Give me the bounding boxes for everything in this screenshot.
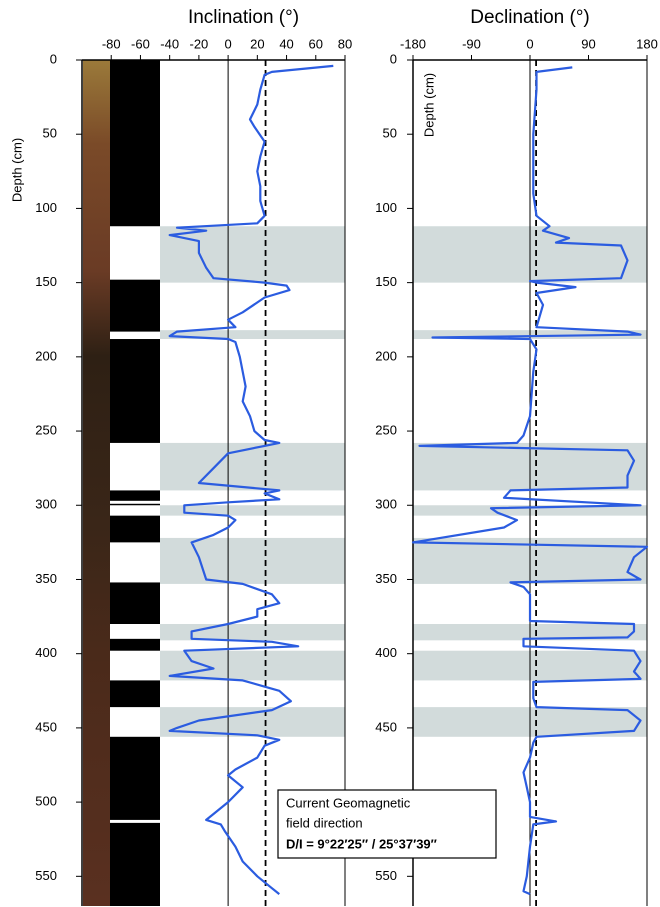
reversal-band	[160, 443, 345, 490]
y-tick-label: 550	[35, 868, 57, 883]
y-axis-label: Depth (cm)	[421, 73, 436, 137]
annotation-text: D/I = 9°22′25″ / 25°37′39″	[286, 836, 437, 851]
annotation-text: field direction	[286, 815, 363, 830]
y-tick-label: 400	[35, 645, 57, 660]
x-tick-label: -80	[102, 36, 121, 51]
x-tick-label: 90	[581, 36, 595, 51]
x-tick-label: 60	[309, 36, 323, 51]
polarity-interval	[110, 707, 160, 737]
polarity-interval	[110, 443, 160, 490]
x-tick-label: 0	[526, 36, 533, 51]
y-tick-label: 350	[375, 571, 397, 586]
y-tick-label: 0	[390, 51, 397, 66]
x-tick-label: -90	[462, 36, 481, 51]
polarity-interval	[110, 505, 160, 515]
polarity-interval	[110, 226, 160, 279]
annotation-box: Current Geomagnetic field direction D/I …	[278, 790, 496, 858]
y-tick-label: 150	[375, 274, 397, 289]
y-tick-label: 100	[35, 200, 57, 215]
reversal-band	[160, 226, 345, 282]
polarity-interval	[110, 651, 160, 681]
x-tick-label: -40	[160, 36, 179, 51]
reversal-band	[160, 624, 345, 640]
y-tick-label: 300	[375, 497, 397, 512]
y-tick-label: 400	[375, 645, 397, 660]
y-tick-label: 500	[35, 794, 57, 809]
x-tick-label: 80	[338, 36, 352, 51]
y-tick-label: 250	[375, 422, 397, 437]
x-tick-label: 0	[224, 36, 231, 51]
polarity-interval	[110, 332, 160, 339]
x-tick-label: -20	[189, 36, 208, 51]
y-tick-label: 0	[50, 51, 57, 66]
reversal-band	[160, 505, 345, 515]
y-tick-label: 200	[375, 348, 397, 363]
x-tick-label: 180	[636, 36, 658, 51]
y-tick-label: 300	[35, 497, 57, 512]
polarity-interval	[110, 542, 160, 582]
y-tick-label: 450	[35, 719, 57, 734]
y-tick-label: 250	[35, 422, 57, 437]
y-tick-label: 550	[375, 868, 397, 883]
annotation-text: Current Geomagnetic	[286, 795, 411, 810]
polarity-interval	[110, 820, 160, 823]
y-axis-label: Depth (cm)	[9, 138, 24, 202]
chart-title: Inclination (°)	[188, 7, 299, 28]
y-tick-label: 450	[375, 719, 397, 734]
core-photo	[83, 60, 110, 906]
y-tick-label: 350	[35, 571, 57, 586]
x-tick-label: -180	[400, 36, 426, 51]
polarity-interval	[110, 501, 160, 504]
y-tick-label: 150	[35, 274, 57, 289]
x-tick-label: 20	[250, 36, 264, 51]
y-tick-label: 200	[35, 348, 57, 363]
y-tick-label: 100	[375, 200, 397, 215]
y-tick-label: 50	[43, 126, 57, 141]
polarity-interval	[110, 624, 160, 639]
y-tick-label: 50	[383, 126, 397, 141]
figure: -80 -60 -40 -20 0 20 40 60 80 0 50 100 150 200 250 300 3…	[0, 0, 660, 907]
x-tick-label: 40	[279, 36, 293, 51]
chart-title: Declination (°)	[470, 7, 590, 28]
x-tick-label: -60	[131, 36, 150, 51]
reversal-band	[160, 538, 345, 584]
